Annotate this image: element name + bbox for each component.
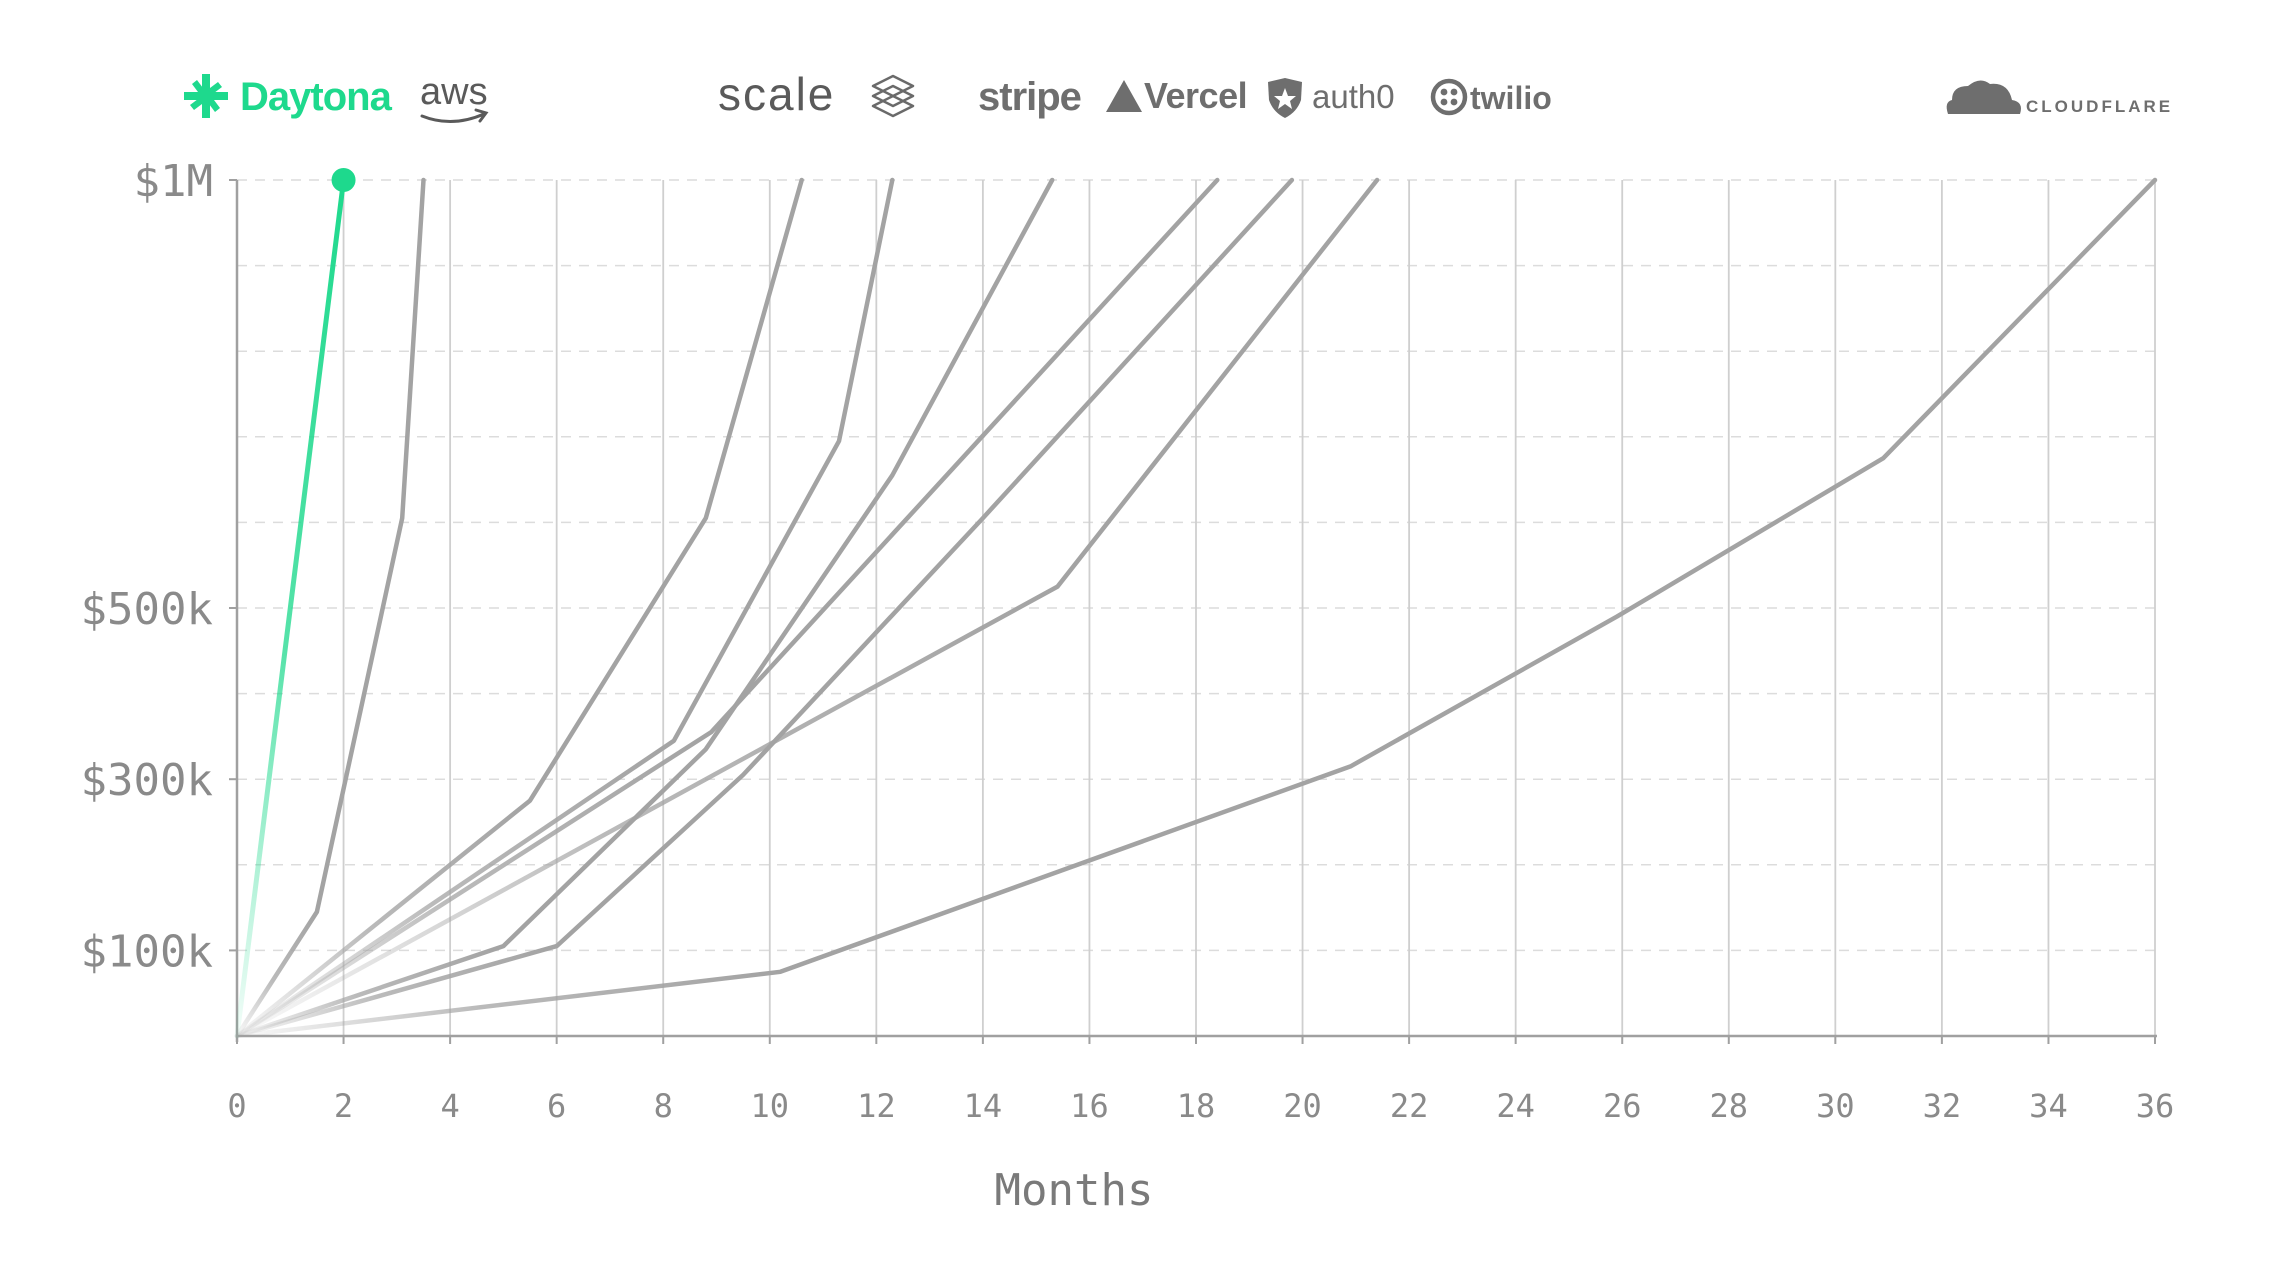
twilio-dot-icon bbox=[1450, 98, 1458, 106]
series-line bbox=[234, 177, 804, 1039]
grid-layer bbox=[237, 179, 2156, 1036]
logo-aws-text: aws bbox=[420, 71, 488, 113]
x-tick-label: 14 bbox=[964, 1087, 1003, 1125]
x-axis-title: Months bbox=[995, 1165, 1154, 1216]
y-tick-label: $1M bbox=[134, 156, 213, 207]
logo-scale-text: scale bbox=[718, 68, 835, 120]
x-tick-label: 18 bbox=[1177, 1087, 1216, 1125]
logo-row: Daytona aws scale stripe Vercel auth0 twilio CL… bbox=[184, 68, 2173, 124]
x-tick-label: 32 bbox=[1923, 1087, 1962, 1125]
x-tick-label: 12 bbox=[857, 1087, 896, 1125]
x-tick-label: 0 bbox=[227, 1087, 246, 1125]
logo-twilio-text: twilio bbox=[1470, 80, 1552, 116]
x-tick-label: 28 bbox=[1710, 1087, 1749, 1125]
y-tick-label: $100k bbox=[81, 926, 213, 977]
y-tick-label: $500k bbox=[81, 584, 213, 635]
x-tick-label: 6 bbox=[547, 1087, 566, 1125]
cloudflare-cloud-icon bbox=[1946, 80, 2021, 114]
twilio-dot-icon bbox=[1440, 88, 1448, 96]
series-line bbox=[234, 177, 426, 1039]
x-tick-label: 24 bbox=[1496, 1087, 1535, 1125]
y-tick-label: $300k bbox=[81, 755, 213, 806]
series-line bbox=[234, 177, 1380, 1039]
logo-vercel-text: Vercel bbox=[1144, 75, 1247, 116]
axis-layer bbox=[229, 179, 2157, 1044]
x-tick-label: 20 bbox=[1283, 1087, 1322, 1125]
x-tick-label: 4 bbox=[440, 1087, 459, 1125]
x-tick-label: 8 bbox=[654, 1087, 673, 1125]
x-tick-label: 16 bbox=[1070, 1087, 1109, 1125]
aws-smile-icon bbox=[420, 108, 489, 124]
stack-layer bbox=[871, 94, 915, 118]
daytona-mark-segment bbox=[190, 96, 210, 118]
daytona-logo-icon bbox=[184, 74, 228, 118]
series-line bbox=[234, 177, 1295, 1039]
vercel-triangle-icon bbox=[1106, 80, 1142, 112]
series-layer bbox=[234, 168, 2158, 1039]
stack-layer bbox=[871, 84, 915, 108]
x-tick-label: 36 bbox=[2136, 1087, 2175, 1125]
daytona-mark-segment bbox=[184, 80, 206, 100]
label-layer: 0 2 4 6 8 10 12 14 16 18 20 22 24 26 28 30 32 34 36$100k$3… bbox=[81, 156, 2175, 1216]
highlight-series-line bbox=[234, 177, 347, 1039]
logo-stripe-text: stripe bbox=[978, 75, 1081, 119]
series-line bbox=[234, 177, 1055, 1039]
series-line bbox=[234, 177, 2158, 1039]
series-line bbox=[234, 177, 1220, 1039]
daytona-mark-segment bbox=[202, 74, 222, 96]
x-tick-label: 30 bbox=[1816, 1087, 1855, 1125]
twilio-circle-icon bbox=[1430, 78, 1468, 116]
highlight-endpoint-dot bbox=[331, 168, 356, 192]
series-line bbox=[234, 177, 895, 1039]
x-tick-label: 2 bbox=[334, 1087, 353, 1125]
logo-cloudflare-text: CLOUDFLARE bbox=[2026, 97, 2173, 116]
scale-stack-icon bbox=[871, 74, 915, 118]
stack-layer bbox=[871, 74, 915, 98]
x-tick-label: 10 bbox=[751, 1087, 790, 1125]
logo-daytona-text: Daytona bbox=[240, 75, 393, 119]
daytona-mark-segment bbox=[206, 92, 228, 112]
x-tick-label: 26 bbox=[1603, 1087, 1642, 1125]
x-tick-label: 22 bbox=[1390, 1087, 1429, 1125]
twilio-dot-icon bbox=[1450, 88, 1458, 96]
auth0-star-icon bbox=[1274, 88, 1296, 109]
x-tick-label: 34 bbox=[2029, 1087, 2068, 1125]
logo-auth0-text: auth0 bbox=[1312, 78, 1395, 115]
twilio-dot-icon bbox=[1440, 98, 1448, 106]
